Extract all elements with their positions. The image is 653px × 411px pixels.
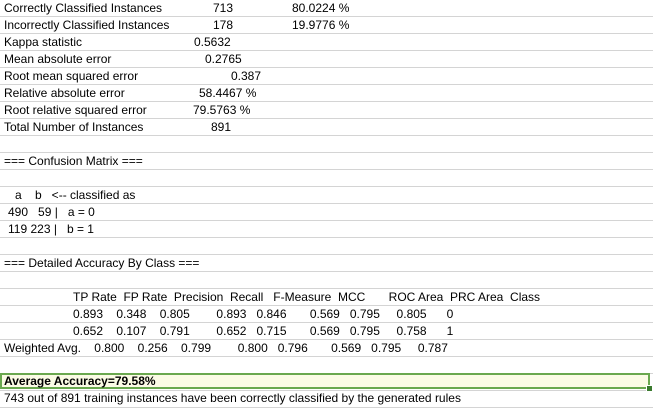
detailed-accuracy-row-1: 0.652 0.107 0.791 0.652 0.715 0.569 0.79…: [73, 324, 454, 338]
detailed-accuracy-weighted: Weighted Avg. 0.800 0.256 0.799 0.800 0.…: [4, 341, 448, 355]
selected-cell-average-accuracy[interactable]: [0, 373, 650, 389]
summary-label-rmse: Root mean squared error: [4, 69, 139, 83]
summary-label-incorrect: Incorrectly Classified Instances: [4, 18, 170, 32]
summary-label-mae: Mean absolute error: [4, 52, 112, 66]
summary-label-correct: Correctly Classified Instances: [4, 1, 163, 15]
summary-value-mae: 0.2765: [205, 52, 242, 66]
summary-value-kappa: 0.5632: [194, 35, 231, 49]
confusion-matrix-row-1: 119 223 | b = 1: [8, 222, 94, 236]
summary-label-rrse: Root relative squared error: [4, 103, 147, 117]
detailed-accuracy-header: TP Rate FP Rate Precision Recall F-Measu…: [73, 290, 541, 304]
summary-value-correct: 713: [213, 1, 234, 15]
summary-value-rmse: 0.387: [231, 69, 262, 83]
summary-value-total: 891: [211, 120, 232, 134]
detailed-accuracy-row-0: 0.893 0.348 0.805 0.893 0.846 0.569 0.79…: [73, 307, 454, 321]
confusion-matrix-row-0: 490 59 | a = 0: [8, 205, 95, 219]
confusion-matrix-heading: === Confusion Matrix ===: [4, 154, 143, 168]
summary-label-total: Total Number of Instances: [4, 120, 144, 134]
summary-value-incorrect: 178: [213, 18, 234, 32]
summary-pct-incorrect: 19.9776 %: [292, 18, 350, 32]
summary-pct-correct: 80.0224 %: [292, 1, 350, 15]
summary-label-rae: Relative absolute error: [4, 86, 125, 100]
summary-value-rrse: 79.5763 %: [193, 103, 251, 117]
fill-handle[interactable]: [646, 385, 653, 392]
confusion-matrix-header: a b <-- classified as: [15, 188, 136, 202]
average-accuracy-text: Average Accuracy=79.58%: [4, 374, 156, 388]
summary-value-rae: 58.4467 %: [199, 86, 257, 100]
summary-label-kappa: Kappa statistic: [4, 35, 83, 49]
detailed-accuracy-heading: === Detailed Accuracy By Class ===: [4, 256, 200, 270]
footer-note: 743 out of 891 training instances have b…: [4, 391, 461, 405]
